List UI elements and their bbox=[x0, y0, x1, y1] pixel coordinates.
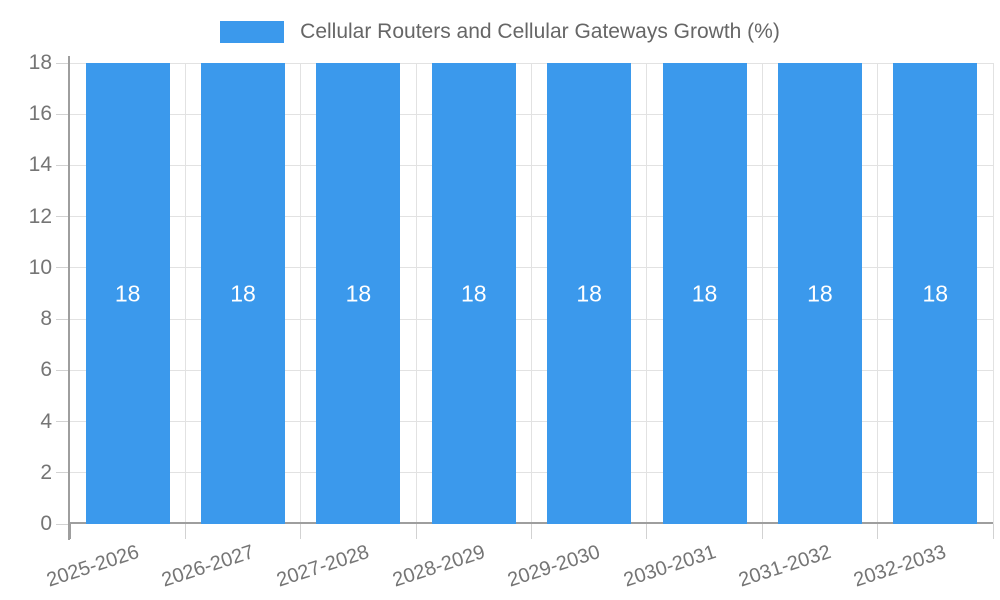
bar bbox=[431, 63, 516, 524]
y-tick-label: 14 bbox=[28, 153, 52, 177]
x-axis-line bbox=[68, 522, 993, 524]
x-tick-mark bbox=[415, 524, 417, 539]
y-tick-mark bbox=[56, 216, 70, 218]
bar-value-label: 18 bbox=[230, 280, 256, 306]
y-tick-label: 4 bbox=[40, 409, 52, 433]
x-tick-mark bbox=[184, 524, 186, 539]
y-tick-mark bbox=[56, 421, 70, 423]
x-tick-mark bbox=[877, 524, 879, 539]
x-tick-mark bbox=[531, 524, 532, 539]
y-tick-label: 16 bbox=[28, 102, 52, 126]
bar-value-label: 18 bbox=[576, 280, 602, 306]
bar bbox=[547, 63, 632, 524]
x-tick-label: 2027-2028 bbox=[274, 541, 373, 592]
y-tick-mark bbox=[56, 369, 70, 371]
v-gridline bbox=[531, 63, 532, 524]
x-tick-mark bbox=[69, 524, 71, 539]
bar-value-label: 18 bbox=[922, 280, 949, 306]
bar bbox=[316, 63, 401, 524]
v-gridline bbox=[184, 63, 186, 524]
v-gridline bbox=[415, 63, 417, 524]
bar bbox=[201, 63, 286, 524]
v-gridline bbox=[992, 63, 994, 524]
y-tick-mark bbox=[56, 62, 70, 64]
legend-swatch bbox=[220, 21, 285, 43]
x-tick-label: 2026-2027 bbox=[159, 541, 257, 592]
y-tick-mark bbox=[56, 267, 70, 269]
y-tick-label: 2 bbox=[40, 460, 52, 484]
bar bbox=[662, 63, 747, 524]
x-tick-mark bbox=[300, 524, 302, 539]
x-tick-label: 2025-2026 bbox=[43, 541, 142, 592]
x-tick-label: 2030-2031 bbox=[620, 541, 719, 592]
y-tick-mark bbox=[56, 472, 70, 474]
legend-label: Cellular Routers and Cellular Gateways G… bbox=[300, 20, 780, 43]
x-tick-mark bbox=[646, 524, 648, 539]
v-gridline bbox=[300, 63, 302, 524]
bar-value-label: 18 bbox=[114, 280, 141, 306]
x-tick-label: 2029-2030 bbox=[505, 541, 603, 592]
y-tick-mark bbox=[56, 113, 70, 115]
bar-value-label: 18 bbox=[807, 280, 833, 306]
y-tick-label: 8 bbox=[40, 307, 52, 331]
bar bbox=[85, 63, 170, 524]
bar-value-label: 18 bbox=[345, 280, 372, 306]
x-tick-mark bbox=[761, 524, 763, 539]
y-tick-mark bbox=[56, 318, 70, 320]
y-tick-label: 18 bbox=[28, 51, 52, 74]
bar bbox=[777, 63, 862, 524]
bar-value-label: 18 bbox=[691, 280, 718, 306]
x-tick-label: 2032-2033 bbox=[851, 541, 950, 592]
v-gridline bbox=[877, 63, 879, 524]
y-axis-line bbox=[68, 56, 70, 540]
x-tick-label: 2031-2032 bbox=[735, 541, 834, 592]
chart-legend[interactable]: Cellular Routers and Cellular Gateways G… bbox=[0, 20, 1000, 44]
v-gridline bbox=[646, 63, 648, 524]
bar-value-label: 18 bbox=[461, 280, 487, 306]
bar bbox=[893, 63, 978, 524]
x-tick-label: 2028-2029 bbox=[389, 541, 488, 592]
y-tick-label: 10 bbox=[28, 255, 52, 279]
x-tick-mark bbox=[992, 524, 994, 539]
y-tick-label: 12 bbox=[28, 204, 52, 228]
y-tick-mark bbox=[56, 164, 70, 166]
y-tick-mark bbox=[56, 523, 70, 525]
plot-area: 18 18 18 18 18 18 18 18 bbox=[56, 56, 994, 540]
v-gridline bbox=[761, 63, 763, 524]
y-tick-label: 6 bbox=[40, 358, 52, 382]
y-tick-label: 0 bbox=[40, 512, 52, 535]
